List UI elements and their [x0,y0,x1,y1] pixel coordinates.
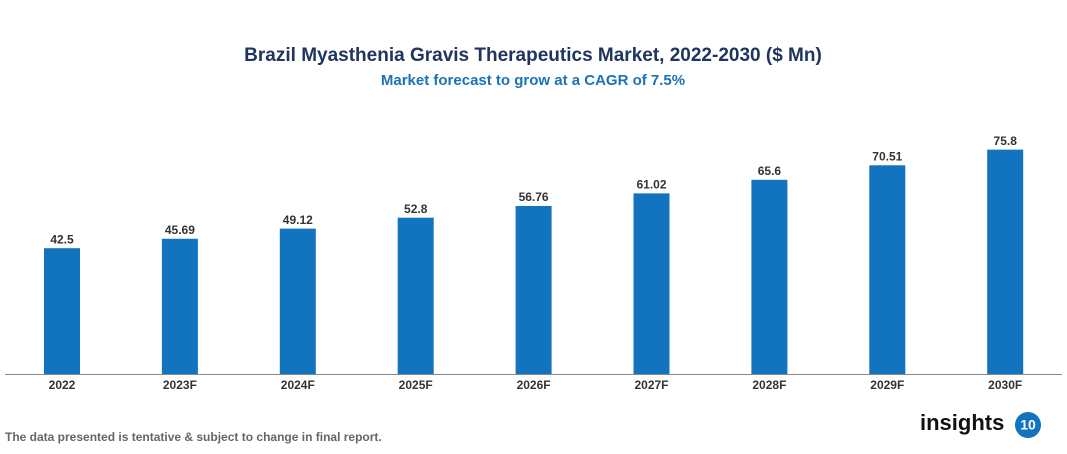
x-tick-label: 2022 [49,378,76,392]
x-tick-label: 2024F [281,378,315,392]
data-label: 52.8 [404,202,428,216]
bar [515,205,552,374]
bar [987,149,1024,374]
data-label: 65.6 [758,164,782,178]
data-label: 42.5 [50,232,74,246]
bar [397,217,434,374]
x-tick-label: 2029F [870,378,904,392]
data-label: 45.69 [165,223,195,237]
bar [633,193,670,374]
data-label: 75.8 [994,134,1018,148]
data-label: 61.02 [636,178,666,192]
x-tick-label: 2025F [399,378,433,392]
x-tick-label: 2030F [988,378,1022,392]
data-label: 56.76 [519,190,549,204]
chart-title: Brazil Myasthenia Gravis Therapeutics Ma… [244,45,822,66]
x-tick-label: 2027F [634,378,668,392]
logo-badge [1015,412,1041,438]
bar [751,179,788,374]
bar [44,248,80,374]
data-label: 70.51 [872,149,902,163]
data-label: 49.12 [283,213,313,227]
x-tick-label: 2026F [517,378,551,392]
chart-subtitle: Market forecast to grow at a CAGR of 7.5… [381,72,685,89]
bar [279,228,316,374]
x-tick-label: 2028F [752,378,786,392]
bar [869,165,906,374]
logo-text: insights [920,410,1004,435]
footnote: The data presented is tentative & subjec… [5,430,382,444]
x-tick-label: 2023F [163,378,197,392]
logo-badge-text: 10 [1020,417,1036,433]
bar [161,238,198,374]
